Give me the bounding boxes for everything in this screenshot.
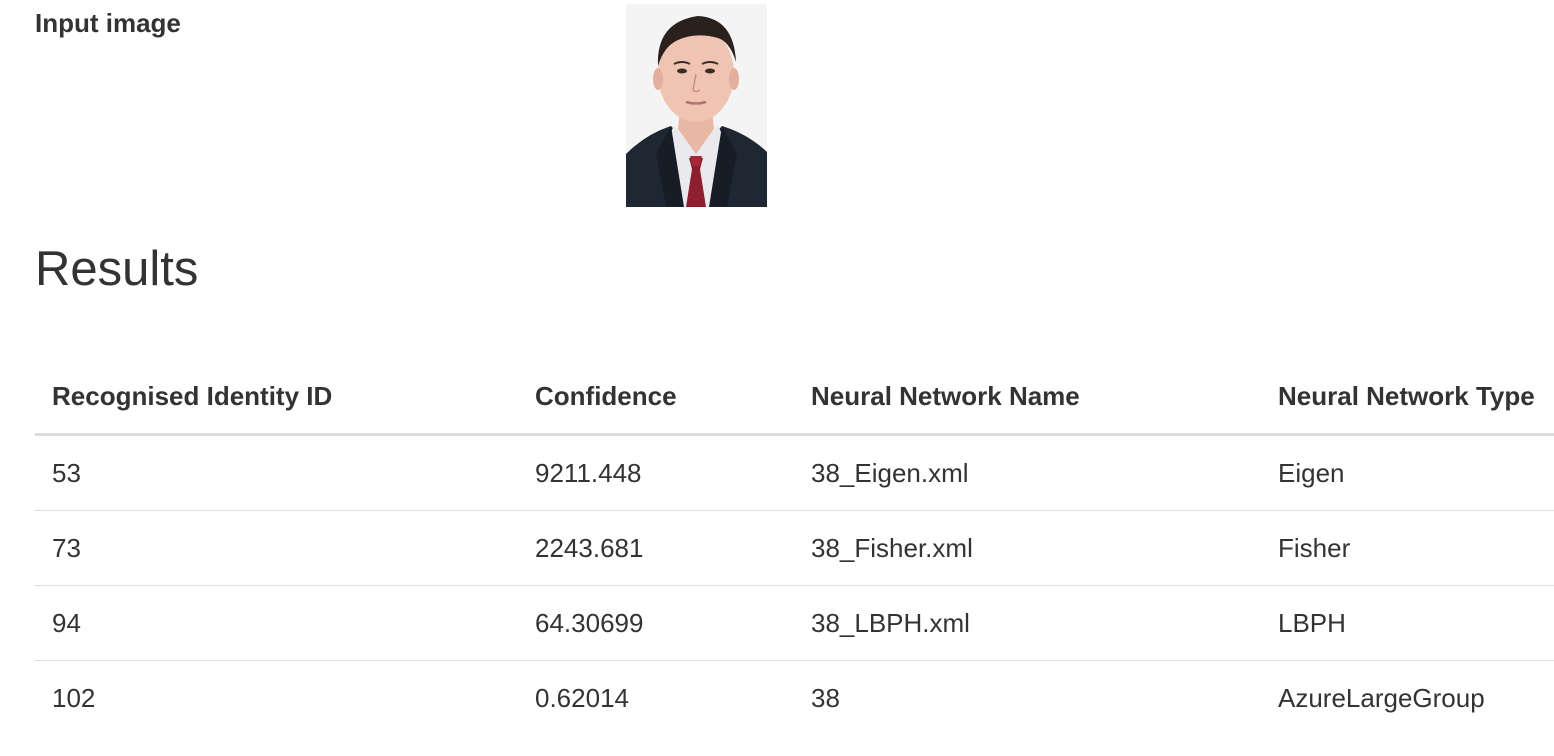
cell-confidence: 64.30699 <box>518 585 794 661</box>
cell-identity-id: 53 <box>35 434 518 511</box>
table-row: 73 2243.681 38_Fisher.xml Fisher <box>35 510 1554 586</box>
column-header-identity-id: Recognised Identity ID <box>35 360 518 436</box>
table-row: 53 9211.448 38_Eigen.xml Eigen <box>35 434 1554 511</box>
cell-network-type: LBPH <box>1261 585 1554 661</box>
cell-network-name: 38_Eigen.xml <box>794 434 1261 511</box>
column-header-network-type: Neural Network Type <box>1261 360 1554 436</box>
cell-network-name: 38_LBPH.xml <box>794 585 1261 661</box>
results-table: Recognised Identity ID Confidence Neural… <box>35 360 1554 735</box>
cell-confidence: 9211.448 <box>518 434 794 511</box>
table-header-row: Recognised Identity ID Confidence Neural… <box>35 360 1554 436</box>
cell-network-type: Eigen <box>1261 434 1554 511</box>
cell-network-type: AzureLargeGroup <box>1278 682 1485 713</box>
cell-identity-id: 94 <box>35 585 518 661</box>
input-photo <box>626 4 767 207</box>
input-image-label: Input image <box>35 8 181 38</box>
column-header-network-name: Neural Network Name <box>794 360 1261 436</box>
cell-network-type: Fisher <box>1261 510 1554 586</box>
portrait-image <box>626 4 767 207</box>
cell-confidence: 0.62014 <box>535 682 629 713</box>
cell-network-name: 38 <box>811 682 840 713</box>
cell-network-name: 38_Fisher.xml <box>794 510 1261 586</box>
table-row: 94 64.30699 38_LBPH.xml LBPH <box>35 585 1554 661</box>
cell-identity-id: 102 <box>52 682 96 713</box>
cell-identity-id: 73 <box>35 510 518 586</box>
results-heading: Results <box>35 242 199 296</box>
table-row: 102 0.62014 38 AzureLargeGroup <box>35 661 1554 736</box>
column-header-confidence: Confidence <box>518 360 794 436</box>
cell-confidence: 2243.681 <box>518 510 794 586</box>
